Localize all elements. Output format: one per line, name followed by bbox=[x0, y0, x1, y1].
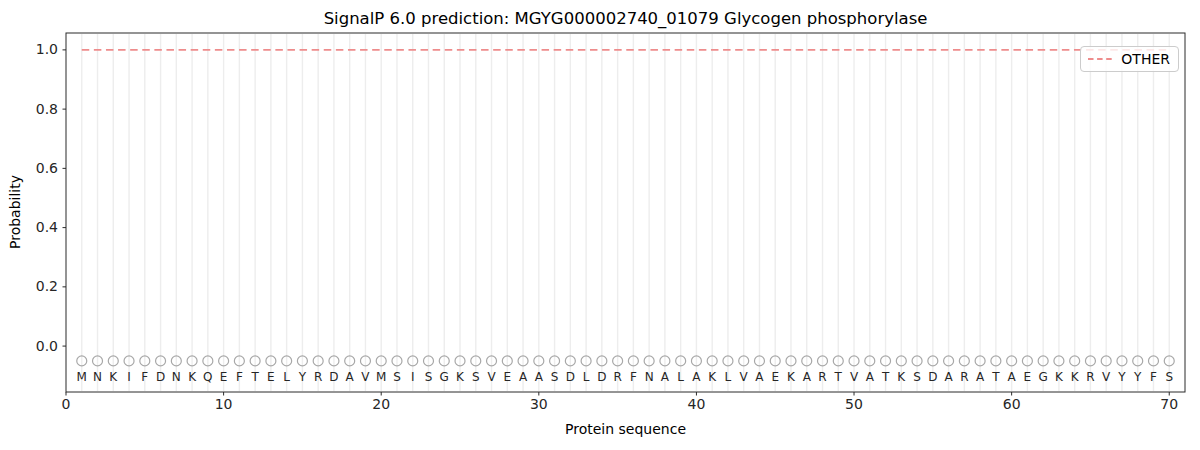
residue-letter: K bbox=[897, 370, 906, 384]
x-tick-label: 0 bbox=[62, 396, 71, 412]
x-tick-label: 10 bbox=[215, 396, 233, 412]
y-tick-label: 1.0 bbox=[36, 41, 58, 57]
residue-letter: R bbox=[613, 370, 621, 384]
residue-letter: Y bbox=[1117, 370, 1126, 384]
x-axis-label: Protein sequence bbox=[66, 421, 1185, 437]
residue-letter: L bbox=[583, 370, 590, 384]
residue-letter: T bbox=[991, 370, 1000, 384]
residue-letter: E bbox=[267, 370, 275, 384]
residue-letter: R bbox=[960, 370, 968, 384]
residue-letter: G bbox=[440, 370, 449, 384]
residue-letter: K bbox=[109, 370, 118, 384]
residue-letter: I bbox=[411, 370, 415, 384]
plot-border bbox=[66, 33, 1185, 392]
legend-line-sample bbox=[1088, 57, 1114, 61]
residue-letter: D bbox=[597, 370, 606, 384]
residue-letter: E bbox=[220, 370, 228, 384]
residue-letter: A bbox=[1008, 370, 1017, 384]
residue-letter: V bbox=[1102, 370, 1111, 384]
y-tick-label: 0.6 bbox=[36, 160, 58, 176]
residue-letter: L bbox=[725, 370, 732, 384]
x-tick-label: 30 bbox=[530, 396, 548, 412]
plot-area: 0102030405060700.00.20.40.60.81.0MNKIFDN… bbox=[0, 0, 1200, 450]
residue-letter: D bbox=[329, 370, 338, 384]
residue-letter: K bbox=[708, 370, 717, 384]
residue-letter: F bbox=[1150, 370, 1157, 384]
residue-letter: S bbox=[913, 370, 921, 384]
residue-letter: T bbox=[250, 370, 259, 384]
residue-letter: A bbox=[535, 370, 544, 384]
residue-letter: N bbox=[93, 370, 102, 384]
residue-letter: V bbox=[487, 370, 496, 384]
residue-letter: S bbox=[1165, 370, 1173, 384]
residue-letter: K bbox=[456, 370, 465, 384]
residue-letter: K bbox=[1071, 370, 1080, 384]
residue-letter: A bbox=[944, 370, 953, 384]
residue-letter: E bbox=[1024, 370, 1032, 384]
residue-letter: V bbox=[850, 370, 859, 384]
residue-letter: A bbox=[519, 370, 528, 384]
residue-letter: I bbox=[127, 370, 131, 384]
residue-letter: D bbox=[566, 370, 575, 384]
signalp-prediction-figure: SignalP 6.0 prediction: MGYG000002740_01… bbox=[0, 0, 1200, 450]
residue-letter: T bbox=[834, 370, 843, 384]
residue-letter: F bbox=[141, 370, 148, 384]
residue-letter: V bbox=[740, 370, 749, 384]
residue-letter: E bbox=[503, 370, 511, 384]
residue-letter: M bbox=[376, 370, 386, 384]
residue-letter: A bbox=[803, 370, 812, 384]
x-tick-label: 70 bbox=[1160, 396, 1178, 412]
x-tick-label: 50 bbox=[845, 396, 863, 412]
legend: OTHER bbox=[1080, 46, 1179, 72]
residue-letter: A bbox=[692, 370, 701, 384]
legend-entry-label: OTHER bbox=[1121, 51, 1170, 67]
residue-letter: Q bbox=[203, 370, 212, 384]
residue-letter: N bbox=[645, 370, 654, 384]
residue-letter: F bbox=[630, 370, 637, 384]
residue-letter: T bbox=[881, 370, 890, 384]
residue-letter: R bbox=[1086, 370, 1094, 384]
residue-letter: F bbox=[236, 370, 243, 384]
residue-letter: M bbox=[77, 370, 87, 384]
y-tick-label: 0.4 bbox=[36, 219, 58, 235]
residue-letter: R bbox=[314, 370, 322, 384]
residue-letter: S bbox=[425, 370, 433, 384]
residue-letter: A bbox=[661, 370, 670, 384]
x-tick-label: 20 bbox=[372, 396, 390, 412]
residue-letter: D bbox=[156, 370, 165, 384]
residue-letter: L bbox=[677, 370, 684, 384]
residue-letter: K bbox=[1055, 370, 1064, 384]
residue-letter: L bbox=[283, 370, 290, 384]
residue-letter: Y bbox=[1133, 370, 1142, 384]
residue-letter: A bbox=[866, 370, 875, 384]
residue-letter: S bbox=[551, 370, 559, 384]
residue-letter: A bbox=[755, 370, 764, 384]
residue-letter: S bbox=[393, 370, 401, 384]
x-tick-label: 40 bbox=[688, 396, 706, 412]
y-tick-label: 0.8 bbox=[36, 101, 58, 117]
residue-letter: D bbox=[928, 370, 937, 384]
y-tick-label: 0.2 bbox=[36, 278, 58, 294]
residue-letter: G bbox=[1038, 370, 1047, 384]
residue-letter: N bbox=[172, 370, 181, 384]
residue-letter: E bbox=[771, 370, 779, 384]
residue-letter: V bbox=[361, 370, 370, 384]
residue-letter: S bbox=[472, 370, 480, 384]
residue-letter: Y bbox=[298, 370, 307, 384]
x-tick-label: 60 bbox=[1003, 396, 1021, 412]
residue-letter: A bbox=[976, 370, 985, 384]
residue-letter: K bbox=[188, 370, 197, 384]
residue-letter: A bbox=[346, 370, 355, 384]
y-tick-label: 0.0 bbox=[36, 338, 58, 354]
residue-letter: K bbox=[787, 370, 796, 384]
residue-letter: R bbox=[818, 370, 826, 384]
